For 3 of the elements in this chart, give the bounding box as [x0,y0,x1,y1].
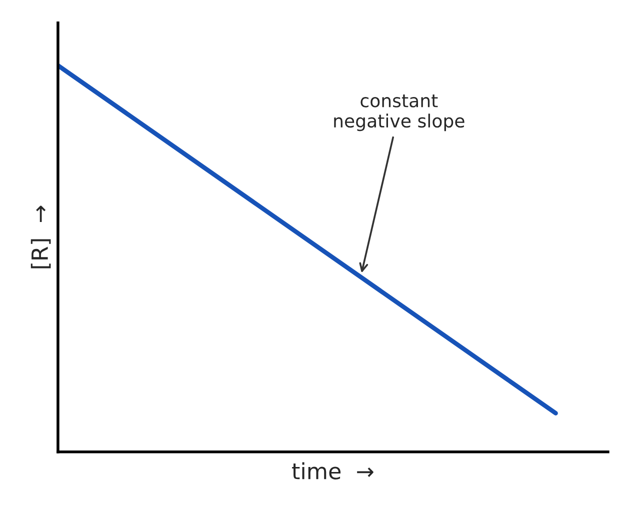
x-axis-title: time → [292,462,374,480]
y-axis-title: [R] → [30,206,51,268]
annotation: constant negative slope [334,94,464,132]
